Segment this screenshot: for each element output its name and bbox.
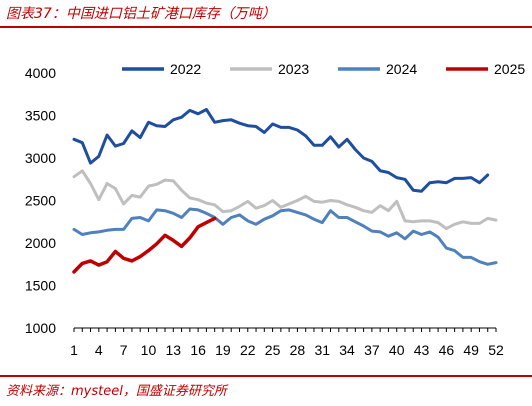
x-tick-label-25: 25 [265,342,281,358]
y-axis-labels: 1000 1500 2000 2500 3000 3500 4000 [25,65,56,336]
x-tick-label-16: 16 [190,342,206,358]
series-line-2023 [72,169,498,231]
series-line-2025 [72,216,217,274]
series-line-2024 [72,207,498,266]
x-tick-label-40: 40 [389,342,405,358]
x-tick-label-49: 49 [463,342,479,358]
x-axis-labels: 1 4 7 10 13 16 19 22 25 28 31 34 37 40 43 46 49 52 [70,342,504,358]
series-line-2022 [72,108,490,193]
inventory-line-chart: 1000 1500 2000 2500 3000 3500 4000 1 4 7 10 13 16 19… [25,61,526,358]
source-note: 资料来源：mysteel，国盛证券研究所 [6,384,227,399]
legend-label-2025: 2025 [494,61,525,77]
legend-label-2022: 2022 [170,61,201,77]
title-divider [0,26,532,28]
x-tick-label-37: 37 [364,342,380,358]
x-tick-label-13: 13 [166,342,182,358]
x-tick-label-1: 1 [70,342,78,358]
y-tick-label-3000: 3000 [25,150,56,166]
x-tick-label-4: 4 [95,342,103,358]
x-axis-ticks [73,328,497,332]
y-tick-label-1500: 1500 [25,278,56,294]
legend-label-2024: 2024 [386,61,417,77]
legend-label-2023: 2023 [278,61,309,77]
source-divider [0,375,532,377]
x-tick-label-7: 7 [120,342,128,358]
x-tick-label-22: 22 [240,342,256,358]
x-tick-label-46: 46 [439,342,455,358]
x-tick-label-31: 31 [314,342,330,358]
x-tick-label-34: 34 [339,342,355,358]
x-tick-label-43: 43 [414,342,430,358]
y-tick-label-1000: 1000 [25,320,56,336]
x-tick-label-28: 28 [290,342,306,358]
y-tick-label-4000: 4000 [25,65,56,81]
x-tick-label-52: 52 [488,342,504,358]
x-tick-label-10: 10 [141,342,157,358]
y-tick-label-2500: 2500 [25,193,56,209]
legend: 2022 2023 2024 2025 [122,61,525,77]
y-tick-label-2000: 2000 [25,235,56,251]
series-lines [72,108,498,274]
figure-title: 图表37：中国进口铝土矿港口库存（万吨） [6,6,276,22]
y-tick-label-3500: 3500 [25,108,56,124]
x-tick-label-19: 19 [215,342,231,358]
